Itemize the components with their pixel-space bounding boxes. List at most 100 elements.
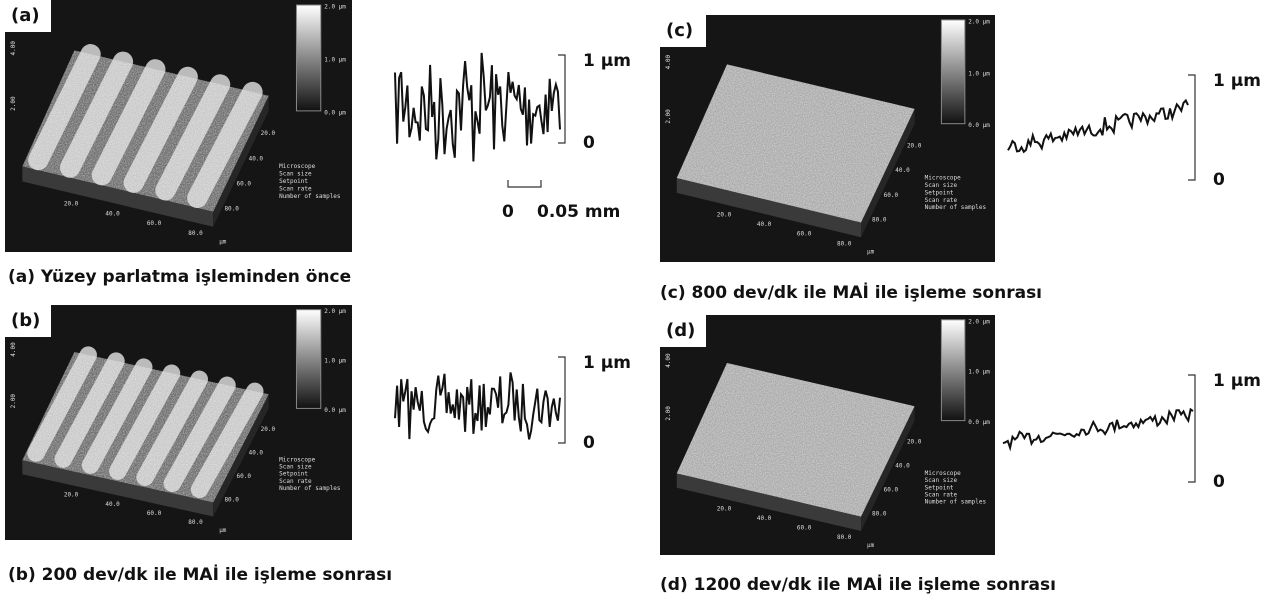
- x-tick-label: 80.0: [188, 519, 203, 526]
- scan-param: Scan size: [279, 170, 312, 177]
- scale-bottom: 0: [583, 433, 595, 453]
- scale-top: 1 µm: [583, 353, 631, 373]
- scan-param: Microscope: [279, 457, 316, 464]
- scale-bracket: [1188, 374, 1196, 483]
- x-tick-label: 80.0: [188, 230, 203, 237]
- panel-label: (d): [666, 320, 695, 341]
- caption: (a) Yüzey parlatma işleminden önce: [8, 267, 351, 287]
- scale-bottom: 0: [1213, 170, 1225, 190]
- x-tick-label: 40.0: [105, 210, 120, 217]
- color-bar: [295, 309, 322, 409]
- x-tick-label: 60.0: [797, 524, 812, 531]
- caption: (c) 800 dev/dk ile MAİ ile işleme sonras…: [660, 281, 1042, 303]
- y-tick-label: 20.0: [907, 439, 922, 446]
- scale-bottom: 0: [583, 133, 595, 153]
- y-tick-label: 80.0: [872, 511, 887, 518]
- panel-label: (a): [11, 5, 40, 26]
- colorbar-label: 0.0 µm: [968, 122, 990, 129]
- unit-label: µm: [867, 542, 875, 549]
- x-tick-label: 40.0: [757, 221, 772, 228]
- surface-side: [213, 394, 269, 517]
- colorbar-label: 1.0 µm: [968, 70, 990, 77]
- y-tick-label: 40.0: [249, 450, 264, 457]
- x-tick-label: 40.0: [757, 515, 772, 522]
- scale-top: 1 µm: [583, 51, 631, 71]
- scan-param: Scan size: [925, 182, 958, 189]
- caption: (b) 200 dev/dk ile MAİ ile işleme sonras…: [8, 563, 392, 585]
- scan-param: Setpoint: [925, 189, 954, 196]
- scan-param: Scan size: [925, 477, 958, 484]
- scale-bottom: 0: [1213, 472, 1225, 492]
- unit-label: µm: [219, 527, 227, 534]
- scan-param: Scan rate: [925, 197, 958, 204]
- colorbar-label: 0.0 µm: [324, 109, 346, 116]
- scan-param: Setpoint: [925, 484, 954, 491]
- afm-image: 2.0 µm 1.0 µm 0.0 µm 4.00 2.00 20.0 40.0 60.0 80…: [5, 0, 352, 252]
- unit-label: µm: [219, 238, 227, 245]
- surface-side: [861, 406, 915, 531]
- y-tick-label: 20.0: [907, 142, 922, 149]
- scale-bracket: [558, 356, 566, 444]
- label-box: [660, 15, 706, 47]
- surface-side: [22, 166, 214, 227]
- x-tick-label: 60.0: [147, 510, 162, 517]
- afm-image: 2.0 µm 1.0 µm 0.0 µm 4.00 2.00 20.0 40.0 60.0 80…: [660, 315, 995, 555]
- scale-top: 1 µm: [1213, 371, 1261, 391]
- label-box: [5, 0, 51, 32]
- x-tick-label: 20.0: [64, 200, 79, 207]
- scan-param: Microscope: [925, 470, 962, 477]
- z-tick-label: 4.00: [10, 342, 17, 357]
- y-tick-label: 40.0: [895, 463, 910, 470]
- surface-side: [22, 460, 214, 517]
- scan-param: Scan size: [279, 464, 312, 471]
- profile-line: [394, 52, 561, 162]
- y-tick-label: 80.0: [224, 206, 239, 213]
- color-bar: [940, 19, 966, 125]
- afm-image: 2.0 µm 1.0 µm 0.0 µm 4.00 2.00 20.0 40.0 60.0 80…: [5, 305, 352, 540]
- scan-param: Number of samples: [925, 204, 987, 211]
- scale-top: 1 µm: [1213, 71, 1261, 91]
- colorbar-label: 2.0 µm: [968, 18, 990, 25]
- x-tick-label: 40.0: [105, 501, 120, 508]
- z-tick-label: 2.00: [10, 96, 17, 111]
- colorbar-label: 2.0 µm: [324, 4, 346, 11]
- y-tick-label: 20.0: [261, 130, 276, 137]
- colorbar-label: 1.0 µm: [324, 56, 346, 63]
- scan-param: Scan rate: [925, 492, 958, 499]
- scan-param: Setpoint: [279, 178, 308, 185]
- z-tick-label: 4.00: [665, 55, 672, 70]
- z-tick-label: 2.00: [665, 406, 672, 421]
- scan-param: Microscope: [925, 175, 962, 182]
- colorbar-label: 2.0 µm: [968, 318, 990, 325]
- colorbar-label: 1.0 µm: [968, 369, 990, 376]
- y-tick-label: 60.0: [237, 180, 252, 187]
- z-tick-label: 4.00: [10, 41, 17, 56]
- colorbar-label: 1.0 µm: [324, 358, 346, 365]
- color-bar: [940, 319, 966, 422]
- scan-param: Number of samples: [279, 193, 341, 200]
- color-bar: [295, 4, 322, 112]
- z-tick-label: 4.00: [665, 353, 672, 368]
- colorbar-label: 2.0 µm: [324, 308, 346, 315]
- y-tick-label: 60.0: [237, 473, 252, 480]
- y-tick-label: 80.0: [872, 217, 887, 224]
- y-tick-label: 60.0: [884, 487, 899, 494]
- profile-line: [1007, 98, 1189, 154]
- x-tick-label: 20.0: [64, 492, 79, 499]
- scan-param: Scan rate: [279, 186, 312, 193]
- panel-label: (b): [11, 310, 40, 331]
- afm-image: 2.0 µm 1.0 µm 0.0 µm 4.00 2.00 20.0 40.0 60.0 80…: [660, 15, 995, 262]
- profile-line: [394, 372, 561, 440]
- x-tick-label: 60.0: [147, 220, 162, 227]
- label-box: [5, 305, 51, 337]
- y-tick-label: 80.0: [224, 497, 239, 504]
- surface-side: [213, 95, 269, 227]
- scan-param: Number of samples: [279, 485, 341, 492]
- scale-bracket: [558, 54, 566, 144]
- scan-param: Scan rate: [279, 478, 312, 485]
- scan-param: Number of samples: [925, 499, 987, 506]
- y-tick-label: 20.0: [261, 426, 276, 433]
- panel-label: (c): [666, 20, 693, 41]
- surface-side: [676, 178, 861, 238]
